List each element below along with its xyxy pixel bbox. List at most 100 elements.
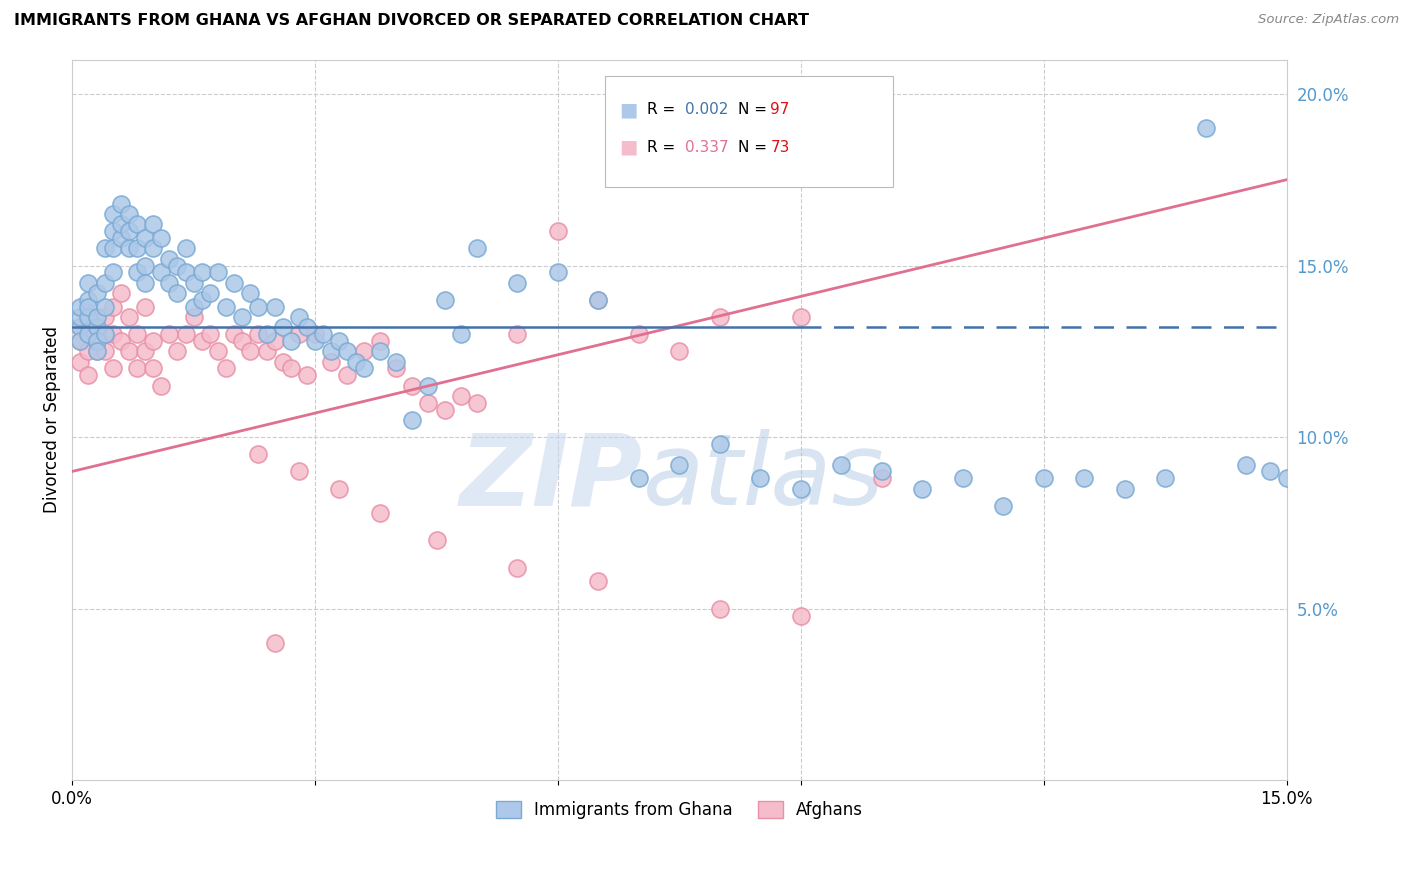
Point <box>174 241 197 255</box>
Point <box>547 224 569 238</box>
Point <box>118 224 141 238</box>
Point <box>174 327 197 342</box>
Point <box>271 354 294 368</box>
Point <box>183 300 205 314</box>
Point <box>198 285 221 300</box>
Point <box>588 293 610 307</box>
Point <box>328 482 350 496</box>
Point <box>174 265 197 279</box>
Point <box>433 402 456 417</box>
Point <box>321 354 343 368</box>
Point <box>353 344 375 359</box>
Point <box>547 265 569 279</box>
Point <box>295 368 318 383</box>
Point <box>450 327 472 342</box>
Point <box>288 465 311 479</box>
Point <box>385 361 408 376</box>
Point <box>247 447 270 461</box>
Point <box>157 252 180 266</box>
Point <box>93 241 115 255</box>
Point <box>336 368 359 383</box>
Text: 97: 97 <box>770 103 790 117</box>
Legend: Immigrants from Ghana, Afghans: Immigrants from Ghana, Afghans <box>489 795 870 826</box>
Point <box>93 276 115 290</box>
Point <box>627 327 650 342</box>
Point <box>110 334 132 348</box>
Point <box>709 437 731 451</box>
Point <box>110 196 132 211</box>
Point <box>263 636 285 650</box>
Point <box>465 241 488 255</box>
Point <box>288 310 311 324</box>
Point <box>77 368 100 383</box>
Point <box>239 285 262 300</box>
Point <box>280 361 302 376</box>
Point <box>465 396 488 410</box>
Point <box>134 276 156 290</box>
Text: 0.002: 0.002 <box>685 103 728 117</box>
Point <box>125 241 148 255</box>
Point <box>166 344 188 359</box>
Point <box>198 327 221 342</box>
Point <box>86 344 108 359</box>
Text: R =: R = <box>647 140 681 154</box>
Text: atlas: atlas <box>643 429 884 526</box>
Point <box>627 471 650 485</box>
Point <box>1234 458 1257 472</box>
Point <box>125 327 148 342</box>
Point <box>191 293 214 307</box>
Point <box>93 327 115 342</box>
Point <box>1114 482 1136 496</box>
Point <box>506 327 529 342</box>
Point <box>110 231 132 245</box>
Point <box>207 344 229 359</box>
Text: 0.337: 0.337 <box>685 140 728 154</box>
Point <box>110 285 132 300</box>
Point <box>215 300 238 314</box>
Point <box>101 241 124 255</box>
Point <box>1154 471 1177 485</box>
Point <box>101 327 124 342</box>
Point <box>911 482 934 496</box>
Text: Source: ZipAtlas.com: Source: ZipAtlas.com <box>1258 13 1399 27</box>
Point <box>224 276 246 290</box>
Point <box>295 320 318 334</box>
Point <box>77 276 100 290</box>
Point <box>86 285 108 300</box>
Point <box>118 241 141 255</box>
Point <box>790 310 813 324</box>
Text: N =: N = <box>738 140 772 154</box>
Point <box>506 276 529 290</box>
Point <box>101 300 124 314</box>
Point <box>77 293 100 307</box>
Point <box>134 300 156 314</box>
Point <box>368 506 391 520</box>
Point <box>77 344 100 359</box>
Point <box>142 217 165 231</box>
Point <box>588 574 610 589</box>
Point <box>1316 87 1339 101</box>
Point <box>506 560 529 574</box>
Point <box>101 361 124 376</box>
Point <box>1260 465 1282 479</box>
Point <box>69 334 91 348</box>
Point <box>231 310 253 324</box>
Point <box>450 389 472 403</box>
Point <box>77 327 100 342</box>
Point <box>86 334 108 348</box>
Point <box>191 265 214 279</box>
Point <box>709 310 731 324</box>
Point <box>101 265 124 279</box>
Point <box>790 608 813 623</box>
Text: ■: ■ <box>619 100 638 120</box>
Point <box>101 224 124 238</box>
Point <box>77 300 100 314</box>
Text: R =: R = <box>647 103 681 117</box>
Point <box>1073 471 1095 485</box>
Text: N =: N = <box>738 103 772 117</box>
Point <box>312 327 335 342</box>
Point <box>830 458 852 472</box>
Point <box>668 458 690 472</box>
Point <box>157 327 180 342</box>
Point <box>271 320 294 334</box>
